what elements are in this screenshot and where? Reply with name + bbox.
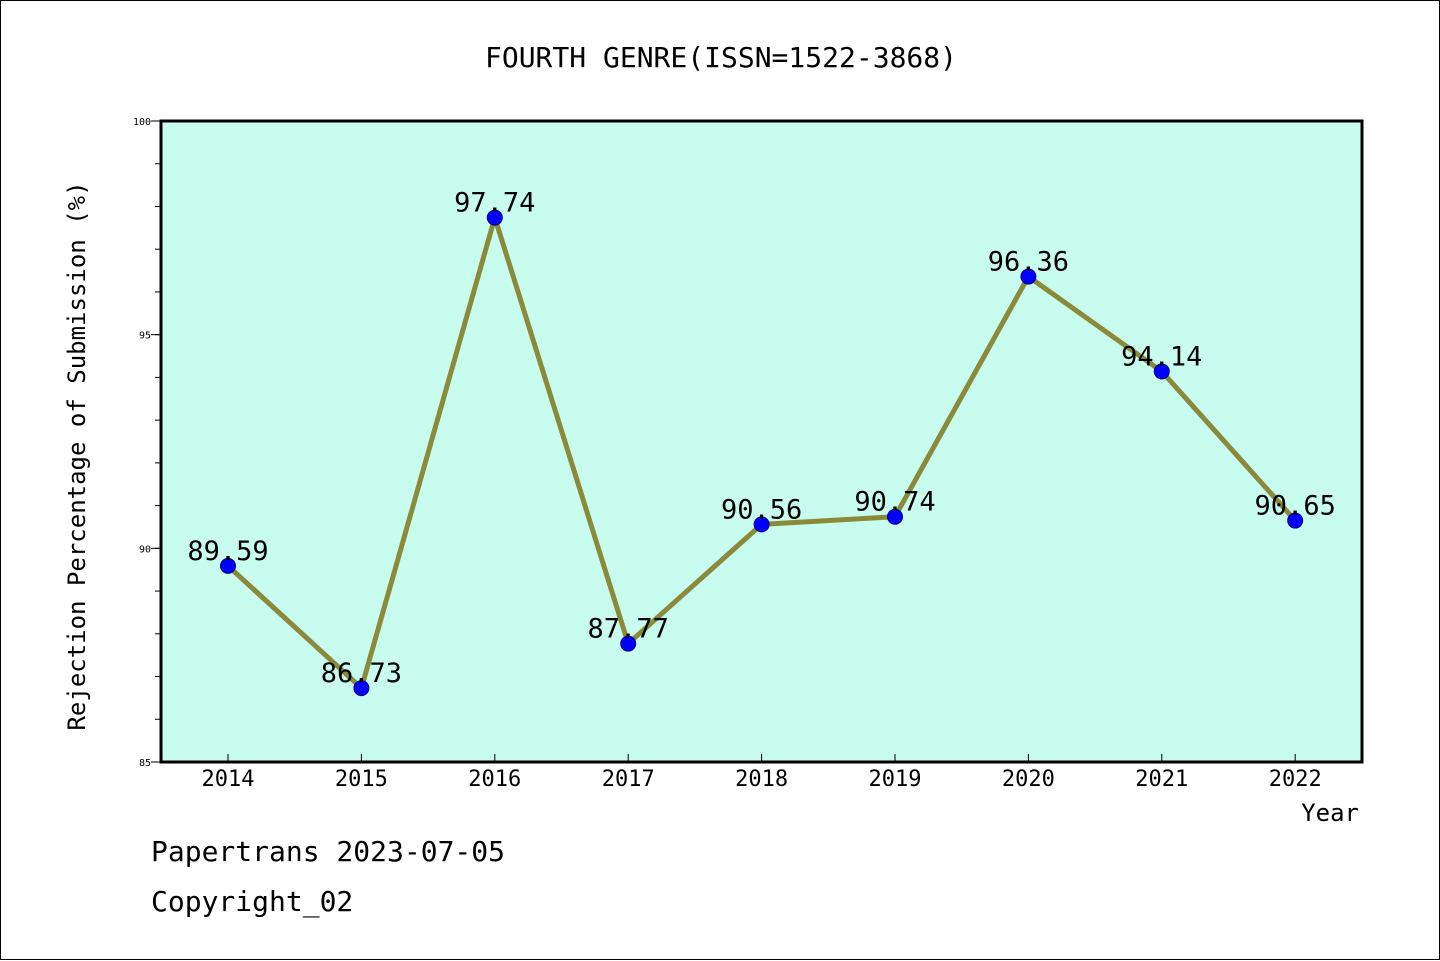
data-label: 87.77 <box>588 614 669 645</box>
data-label: 96.36 <box>988 247 1069 278</box>
data-label: 97.74 <box>454 188 535 219</box>
data-label: 90.74 <box>854 487 935 518</box>
x-axis-label: Year <box>1301 799 1359 827</box>
data-point <box>620 635 637 652</box>
x-tick-label: 2016 <box>468 767 521 792</box>
x-tick-label: 2018 <box>735 767 788 792</box>
footer-copyright: Copyright_02 <box>151 885 354 918</box>
x-axis: 2014 2015 2016 2017 2018 2019 2020 2021 2022 <box>202 754 1322 792</box>
data-point <box>887 508 903 525</box>
data-point <box>220 557 236 574</box>
data-point <box>753 516 770 533</box>
data-point <box>1020 268 1037 285</box>
data-point <box>1153 363 1170 380</box>
y-tick-label: 100 <box>133 117 151 128</box>
y-axis-label: Rejection Percentage of Submission (%) <box>63 181 91 730</box>
series-group: 89.59 86.73 97.74 87.77 90.56 90.74 96.36 94.14… <box>187 188 1336 697</box>
x-tick-label: 2020 <box>1002 767 1055 792</box>
chart-title: FOURTH GENRE(ISSN=1522-3868) <box>485 41 957 74</box>
footer-date: Papertrans 2023-07-05 <box>151 835 506 868</box>
x-tick-label: 2017 <box>602 767 655 792</box>
x-tick-label: 2015 <box>335 767 388 792</box>
data-label: 86.73 <box>321 658 402 689</box>
data-label: 90.56 <box>721 494 802 525</box>
y-tick-label: 95 <box>139 331 151 342</box>
data-point <box>486 209 503 226</box>
x-tick-label: 2022 <box>1269 767 1322 792</box>
y-tick-label: 90 <box>139 544 151 555</box>
x-tick-label: 2019 <box>869 767 922 792</box>
data-label: 89.59 <box>187 536 268 567</box>
x-tick-label: 2021 <box>1135 767 1188 792</box>
x-tick-label: 2014 <box>202 767 255 792</box>
data-label: 94.14 <box>1121 341 1202 372</box>
y-axis: 85 90 95 100 <box>133 117 161 769</box>
data-point <box>353 680 370 697</box>
data-label: 90.65 <box>1255 491 1336 522</box>
data-point <box>1287 512 1304 529</box>
plot-area <box>159 119 1364 764</box>
y-tick-label: 85 <box>139 758 151 769</box>
